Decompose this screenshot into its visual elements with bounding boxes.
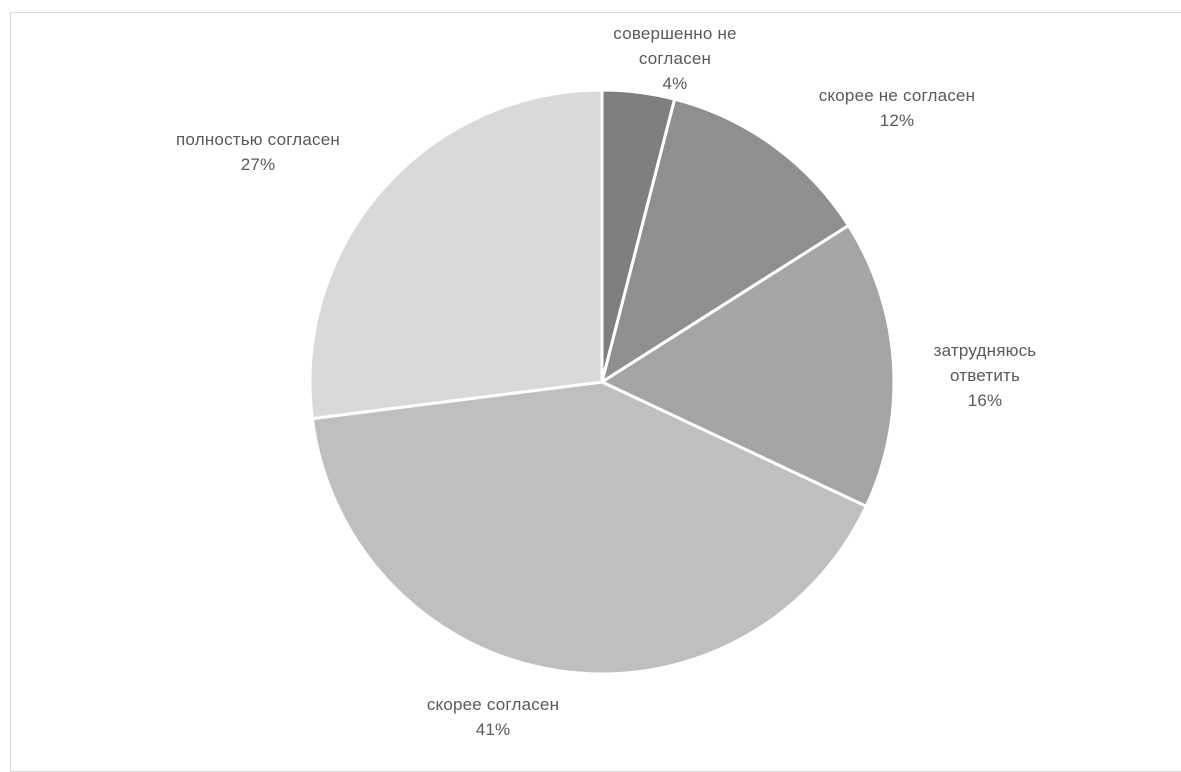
data-label-category: скорее не согласен [819, 86, 976, 105]
data-label-percent: 12% [880, 111, 915, 130]
pie-slice [600, 224, 896, 508]
pie-slice [600, 97, 851, 384]
pie-chart: совершенно не согласен 4% скорее не согласе… [176, 24, 1036, 739]
data-label-category: согласен [639, 49, 711, 68]
data-label-percent: 16% [968, 391, 1003, 410]
pie-slices [308, 88, 896, 676]
pie-slice [308, 88, 604, 421]
data-label-category: затрудняюсь [934, 341, 1037, 360]
data-label-category: скорее согласен [427, 695, 559, 714]
pie-slice [310, 380, 868, 676]
data-label-percent: 41% [476, 720, 511, 739]
data-label-category: полностью согласен [176, 130, 340, 149]
data-label-percent: 4% [663, 74, 688, 93]
data-label-percent: 27% [241, 155, 276, 174]
pie-labels: совершенно не согласен 4% скорее не согласе… [176, 24, 1036, 739]
data-label-category: ответить [950, 366, 1020, 385]
data-label-category: совершенно не [613, 24, 736, 43]
